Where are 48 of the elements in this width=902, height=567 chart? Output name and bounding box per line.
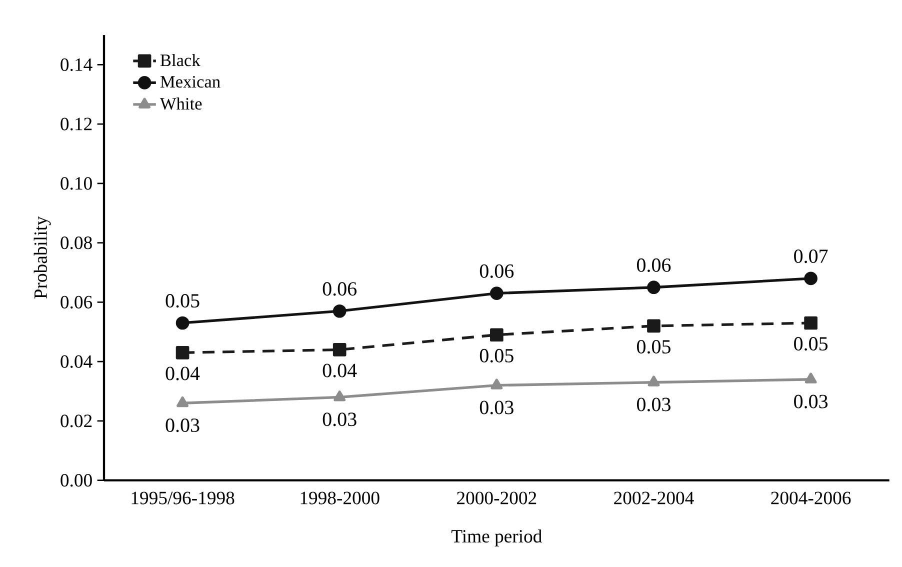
data-label: 0.03 bbox=[322, 412, 356, 426]
data-label: 0.06 bbox=[636, 258, 671, 272]
y-axis-title: Probability bbox=[34, 216, 51, 299]
point bbox=[490, 328, 504, 342]
data-label: 0.05 bbox=[636, 340, 670, 354]
point bbox=[176, 346, 190, 360]
data-label: 0.04 bbox=[322, 364, 357, 378]
y-tick-label: 0.08 bbox=[60, 236, 92, 250]
point bbox=[490, 286, 504, 300]
point bbox=[647, 319, 660, 333]
data-label: 0.03 bbox=[636, 398, 670, 412]
y-tick-label: 0.14 bbox=[60, 58, 92, 72]
point bbox=[176, 316, 190, 330]
data-label: 0.07 bbox=[794, 249, 828, 264]
x-axis-title: Time period bbox=[451, 529, 542, 546]
x-tick-label: 1998-2000 bbox=[300, 492, 380, 504]
legend-label: White bbox=[160, 97, 202, 110]
point bbox=[490, 378, 503, 390]
legend-label: Black bbox=[160, 54, 200, 66]
data-label: 0.06 bbox=[322, 282, 357, 296]
data-label: 0.03 bbox=[794, 394, 828, 408]
point bbox=[804, 316, 818, 330]
point bbox=[804, 272, 818, 286]
y-tick-label: 0.00 bbox=[60, 474, 92, 487]
data-label: 0.04 bbox=[166, 366, 200, 380]
data-label: 0.06 bbox=[480, 264, 514, 278]
data-label: 0.05 bbox=[166, 294, 200, 308]
point bbox=[332, 304, 346, 318]
data-label: 0.05 bbox=[480, 348, 514, 362]
y-tick-label: 0.06 bbox=[60, 296, 92, 309]
point bbox=[804, 372, 817, 384]
y-tick-label: 0.02 bbox=[60, 414, 92, 428]
data-label: 0.03 bbox=[480, 400, 514, 414]
point bbox=[334, 390, 346, 402]
data-label: 0.05 bbox=[794, 337, 828, 351]
y-tick-label: 0.10 bbox=[60, 177, 92, 190]
x-tick-label: 2002-2004 bbox=[614, 492, 694, 504]
x-tick-label: 2004-2006 bbox=[771, 492, 851, 504]
point bbox=[332, 343, 346, 356]
x-tick-label: 2000-2002 bbox=[457, 492, 536, 504]
point bbox=[648, 376, 660, 386]
y-tick-label: 0.04 bbox=[60, 355, 92, 368]
point bbox=[176, 396, 188, 408]
data-label: 0.03 bbox=[166, 418, 200, 432]
y-tick-label: 0.12 bbox=[60, 118, 92, 130]
x-tick-label: 1995/96-1998 bbox=[132, 492, 234, 504]
point bbox=[647, 280, 660, 294]
legend-label: Mexican bbox=[160, 76, 220, 88]
